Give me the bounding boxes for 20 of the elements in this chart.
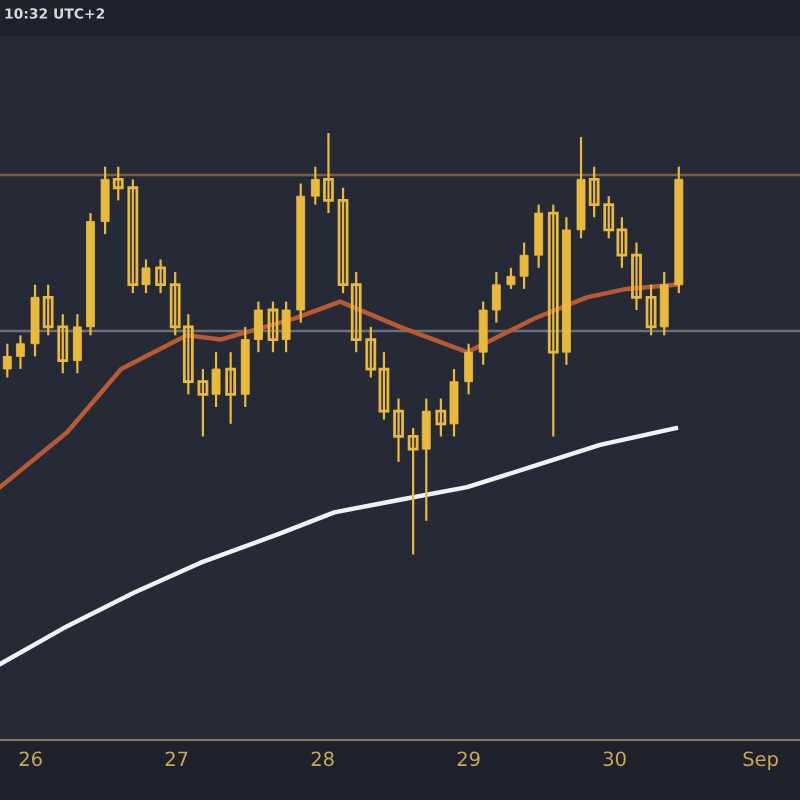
candlestick	[478, 300, 488, 366]
candlestick	[464, 342, 474, 396]
candlestick	[645, 283, 657, 337]
candlestick	[16, 334, 25, 371]
candlestick	[534, 203, 544, 269]
x-tick-label: 26	[19, 751, 42, 767]
candlestick	[2, 342, 12, 379]
candlestick	[631, 241, 642, 312]
candlestick	[253, 300, 263, 354]
x-tick-label: 27	[165, 751, 188, 766]
x-tick-label: 30	[603, 751, 626, 767]
candlestick	[72, 313, 82, 375]
x-tick-label: 28	[311, 751, 334, 767]
x-tick-label: 29	[457, 751, 480, 767]
candlestick	[225, 351, 237, 425]
candlestick	[659, 270, 669, 337]
candlestick	[393, 397, 404, 463]
candlestick	[155, 258, 166, 295]
x-tick-label: Sep	[743, 751, 778, 770]
candlestick	[491, 270, 501, 324]
